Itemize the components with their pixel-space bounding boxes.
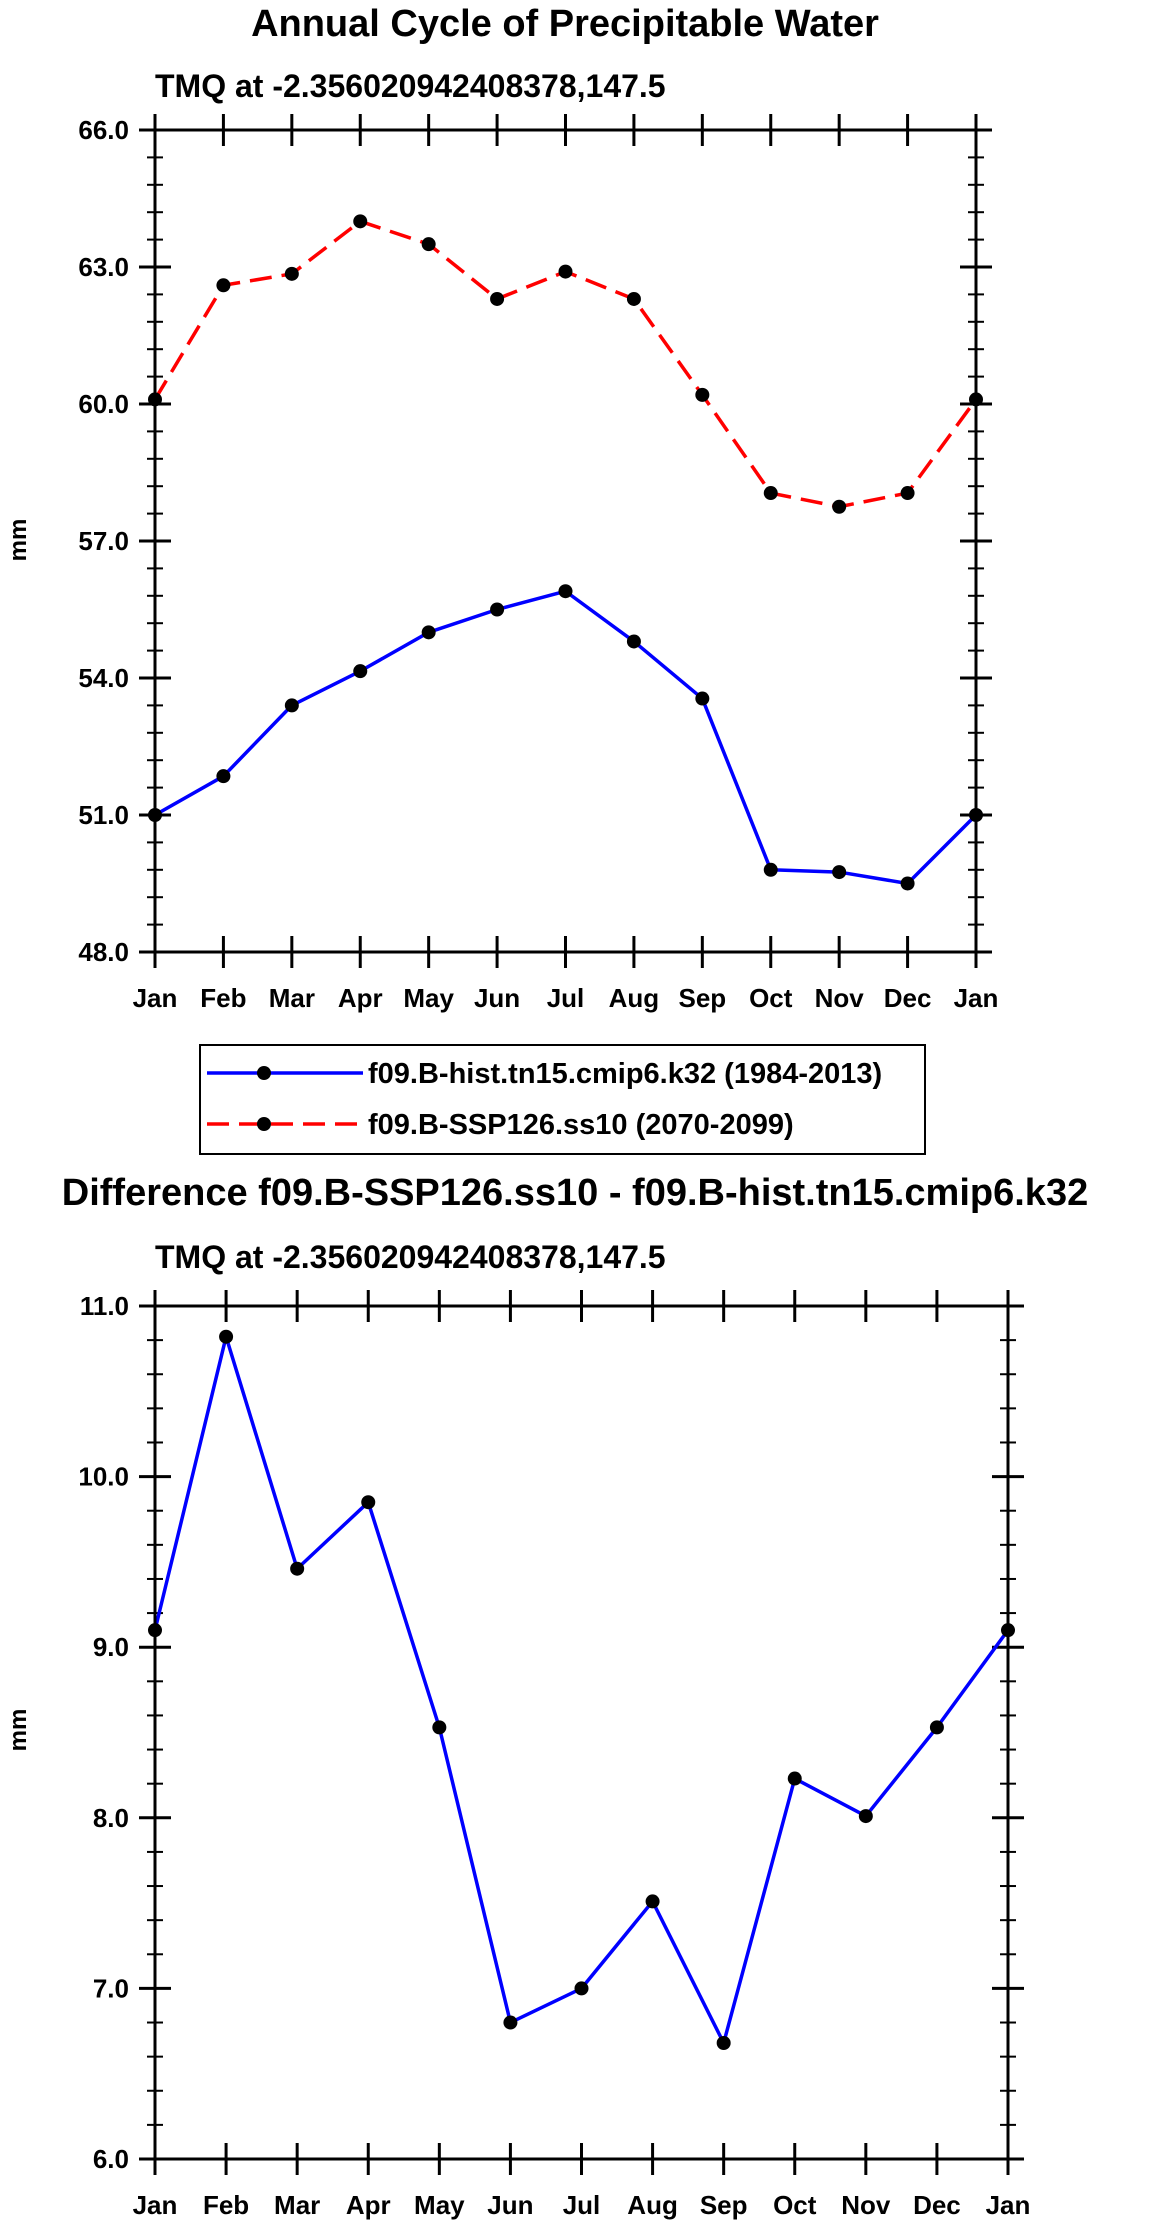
xtick-label: Nov (841, 2190, 891, 2220)
chart2-ylabel: mm (5, 1709, 32, 1752)
xtick-label: Dec (884, 983, 932, 1013)
xtick-label: Jun (487, 2190, 533, 2220)
chart2-points (148, 1329, 1015, 2050)
difference-chart: Difference f09.B-SSP126.ss10 - f09.B-his… (5, 1172, 1088, 2220)
ytick-label: 57.0 (78, 526, 129, 556)
data-point-0-2 (284, 698, 299, 713)
data-point-0-2 (290, 1561, 305, 1576)
data-point-1-9 (763, 486, 778, 501)
chart1-frame (153, 128, 978, 954)
xtick-label: Oct (749, 983, 793, 1013)
data-point-1-1 (216, 278, 231, 293)
data-point-0-6 (558, 584, 573, 599)
chart2-subtitle: TMQ at -2.356020942408378,147.5 (155, 1239, 666, 1275)
ytick-label: 63.0 (78, 252, 129, 282)
data-point-0-10 (832, 865, 847, 880)
xtick-label: Jan (986, 2190, 1031, 2220)
xtick-label: May (414, 2190, 465, 2220)
data-point-0-11 (900, 876, 915, 891)
data-point-1-3 (353, 214, 368, 229)
chart1-ylabel: mm (5, 519, 32, 562)
data-point-1-4 (421, 237, 436, 252)
data-point-0-7 (626, 634, 641, 649)
xtick-label: Oct (773, 2190, 817, 2220)
data-point-1-10 (832, 499, 847, 514)
xtick-label: Aug (609, 983, 660, 1013)
data-point-1-11 (900, 486, 915, 501)
xtick-label: Dec (913, 2190, 961, 2220)
data-point-1-7 (626, 291, 641, 306)
xtick-label: Jan (133, 2190, 178, 2220)
chart2-title: Difference f09.B-SSP126.ss10 - f09.B-his… (62, 1172, 1088, 1214)
data-point-0-11 (929, 1720, 944, 1735)
ytick-label: 54.0 (78, 663, 129, 693)
ytick-label: 11.0 (80, 1291, 129, 1321)
xtick-label: Jun (474, 983, 520, 1013)
chart1-title: Annual Cycle of Precipitable Water (251, 3, 879, 45)
data-point-0-9 (763, 862, 778, 877)
data-point-0-3 (361, 1495, 376, 1510)
data-point-0-5 (490, 602, 505, 617)
data-point-0-4 (432, 1720, 447, 1735)
legend-marker-ssp (257, 1117, 271, 1131)
data-point-0-5 (503, 2015, 518, 2030)
data-point-0-8 (695, 691, 710, 706)
xtick-label: Jul (563, 2190, 601, 2220)
ytick-label: 51.0 (78, 800, 129, 830)
series-line-0 (154, 589, 978, 886)
data-point-1-8 (695, 387, 710, 402)
xtick-label: Jul (547, 983, 585, 1013)
legend-label-ssp: f09.B-SSP126.ss10 (2070-2099) (368, 1109, 794, 1141)
ytick-label: 6.0 (93, 2144, 129, 2174)
chart1-axes: 48.0 51.0 54.0 57.0 60.0 63.0 66.0 Jan Feb Mar Apr… (78, 114, 998, 1013)
data-point-0-10 (858, 1809, 873, 1824)
data-point-1-5 (490, 291, 505, 306)
legend: f09.B-hist.tn15.cmip6.k32 (1984-2013) f0… (199, 1044, 926, 1155)
xtick-label: Jan (954, 983, 999, 1013)
data-point-0-1 (219, 1329, 234, 1344)
data-point-0-6 (574, 1981, 589, 1996)
xtick-label: Aug (627, 2190, 678, 2220)
ytick-label: 48.0 (78, 937, 129, 967)
data-point-1-6 (558, 264, 573, 279)
legend-box (199, 1044, 926, 1155)
chart2-axes: 6.0 7.0 8.0 9.0 10.0 11.0 Jan Feb Mar Apr May Jun Ju… (78, 1290, 1030, 2220)
xtick-label: Jan (133, 983, 178, 1013)
xtick-label: Nov (815, 983, 865, 1013)
annual-cycle-chart: Annual Cycle of Precipitable Water TMQ a… (5, 3, 998, 1013)
xtick-label: May (403, 983, 454, 1013)
ytick-label: 7.0 (93, 1973, 129, 2003)
data-point-0-9 (787, 1771, 802, 1786)
chart1-series (153, 219, 978, 886)
series-line-0 (153, 1334, 1010, 2045)
data-point-0-4 (421, 625, 436, 640)
ytick-label: 66.0 (78, 115, 129, 145)
xtick-label: Feb (200, 983, 246, 1013)
xtick-label: Sep (700, 2190, 748, 2220)
data-point-1-2 (284, 266, 299, 281)
chart2-series (153, 1334, 1010, 2045)
ytick-label: 8.0 (93, 1803, 129, 1833)
xtick-label: Feb (203, 2190, 249, 2220)
xtick-label: Mar (274, 2190, 320, 2220)
data-point-0-1 (216, 769, 231, 784)
series-line-1 (153, 219, 978, 509)
ytick-label: 9.0 (93, 1632, 129, 1662)
ytick-label: 10.0 (78, 1462, 129, 1492)
chart1-points (148, 214, 983, 891)
ytick-label: 60.0 (78, 389, 129, 419)
xtick-label: Apr (346, 2190, 391, 2220)
legend-label-hist: f09.B-hist.tn15.cmip6.k32 (1984-2013) (368, 1058, 882, 1090)
data-point-0-3 (353, 664, 368, 679)
chart2-frame (153, 1304, 1010, 2161)
data-point-0-7 (645, 1894, 660, 1909)
chart1-subtitle: TMQ at -2.356020942408378,147.5 (155, 68, 666, 104)
legend-marker-hist (257, 1066, 271, 1080)
xtick-label: Sep (678, 983, 726, 1013)
data-point-0-8 (716, 2035, 731, 2050)
xtick-label: Apr (338, 983, 383, 1013)
xtick-label: Mar (269, 983, 315, 1013)
